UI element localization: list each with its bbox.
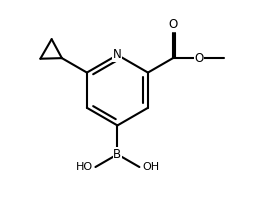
Text: HO: HO <box>76 162 93 172</box>
Text: O: O <box>168 18 178 31</box>
Text: B: B <box>113 148 122 161</box>
Text: O: O <box>194 52 204 65</box>
Text: N: N <box>113 49 122 61</box>
Text: OH: OH <box>142 162 159 172</box>
